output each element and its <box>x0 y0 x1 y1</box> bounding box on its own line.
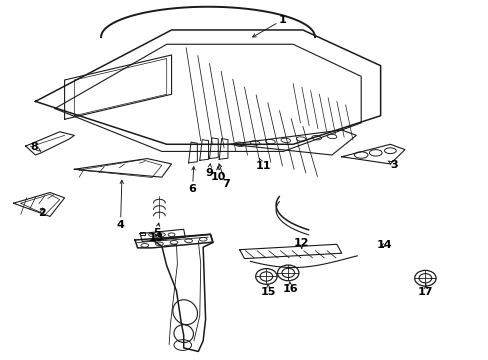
Text: 2: 2 <box>38 208 45 218</box>
Text: 16: 16 <box>282 282 297 294</box>
Text: 17: 17 <box>417 284 433 297</box>
Text: 13: 13 <box>148 233 163 243</box>
Text: 1: 1 <box>252 15 285 37</box>
Text: 10: 10 <box>211 167 226 183</box>
Text: 15: 15 <box>261 284 276 297</box>
Text: 7: 7 <box>218 164 229 189</box>
Text: 12: 12 <box>293 238 308 248</box>
Text: 8: 8 <box>31 142 41 152</box>
Text: 11: 11 <box>255 159 270 171</box>
Text: 6: 6 <box>188 167 196 194</box>
Text: 9: 9 <box>204 164 212 178</box>
Text: 14: 14 <box>375 240 391 250</box>
Text: 4: 4 <box>116 180 124 230</box>
Text: 3: 3 <box>387 159 397 170</box>
Text: 5: 5 <box>153 223 161 238</box>
